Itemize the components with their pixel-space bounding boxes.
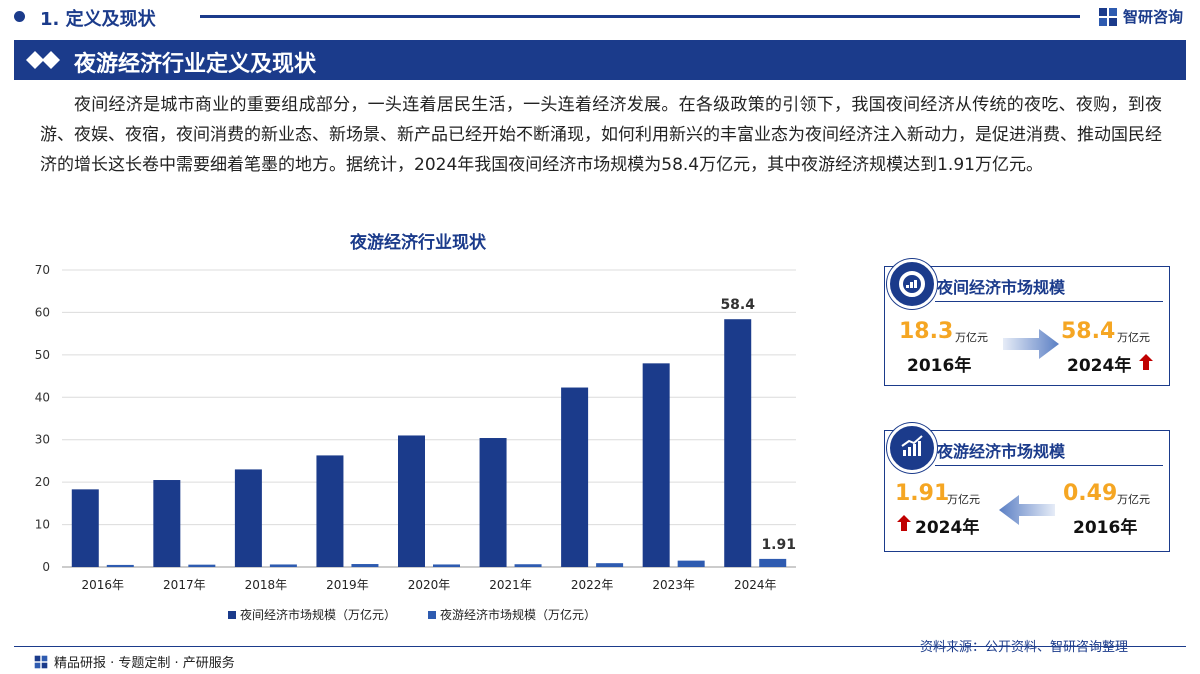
bar-night-economy	[153, 480, 181, 567]
x-tick-label: 2020年	[408, 578, 451, 592]
bar-night-economy	[642, 363, 670, 567]
end-year: 2024年	[915, 518, 980, 538]
end-unit: 万亿元	[947, 493, 980, 506]
legend-label: 夜游经济市场规模（万亿元）	[440, 607, 596, 622]
footer-divider	[14, 646, 1186, 647]
bar-night-economy	[398, 435, 425, 567]
brand: 智研咨询	[1098, 6, 1183, 27]
y-tick-label: 0	[42, 560, 50, 574]
bar-night-tour-economy	[514, 564, 542, 567]
bar-night-tour-economy	[433, 564, 460, 567]
bar-night-tour-economy	[596, 563, 624, 567]
bar-night-economy	[561, 387, 589, 567]
top-bar: 1. 定义及现状 智研咨询	[0, 0, 1200, 34]
bar-night-tour-economy	[677, 560, 705, 567]
legend-label: 夜间经济市场规模（万亿元）	[240, 607, 396, 622]
card-title: 夜间经济市场规模	[937, 278, 1066, 297]
bullet-dot	[14, 11, 25, 22]
card-header: 夜间经济市场规模	[885, 259, 1169, 309]
bar-night-economy	[71, 489, 99, 567]
bar-night-tour-economy	[106, 564, 134, 567]
section-title: 1. 定义及现状	[40, 9, 156, 30]
brand-logo-icon	[1099, 7, 1117, 26]
legend-swatch	[428, 611, 436, 619]
y-tick-label: 60	[35, 305, 50, 319]
bar-night-tour-economy	[269, 564, 297, 567]
x-tick-label: 2018年	[245, 578, 288, 592]
title-banner: 夜游经济行业定义及现状	[14, 40, 1186, 80]
bar-night-economy	[479, 438, 507, 567]
x-tick-label: 2021年	[489, 578, 532, 592]
x-tick-label: 2019年	[326, 578, 369, 592]
bar-night-tour-economy	[351, 564, 379, 567]
end-value: 1.91	[895, 481, 950, 506]
y-tick-label: 40	[35, 390, 50, 404]
y-tick-label: 50	[35, 348, 50, 362]
y-tick-label: 30	[35, 433, 50, 447]
bar-chart: 0 10 20 30 40 50 60 70 2016年 2017年 2018年 2019年 2020年…	[35, 263, 796, 622]
card-header: 夜游经济市场规模	[885, 423, 1169, 473]
start-year: 2016年	[907, 356, 972, 376]
end-unit: 万亿元	[1117, 331, 1150, 344]
legend-swatch	[228, 611, 236, 619]
data-label: 1.91	[761, 537, 796, 553]
start-value: 0.49	[1063, 481, 1118, 506]
diamond-icon	[26, 51, 60, 69]
start-unit: 万亿元	[955, 331, 988, 344]
x-tick-label: 2024年	[734, 578, 777, 592]
intro-paragraph: 夜间经济是城市商业的重要组成部分，一头连着居民生活，一头连着经济发展。在各级政策…	[40, 95, 1162, 175]
divider-line	[200, 15, 1080, 18]
up-arrow-icon	[897, 515, 911, 531]
card-title: 夜游经济市场规模	[937, 442, 1066, 461]
brand-logo-icon	[34, 655, 48, 668]
banner-title: 夜游经济行业定义及现状	[74, 52, 317, 77]
y-tick-label: 10	[35, 518, 50, 532]
x-tick-label: 2022年	[571, 578, 614, 592]
pie-chart-icon	[887, 259, 937, 309]
data-label: 58.4	[720, 297, 755, 313]
bar-night-economy	[234, 469, 262, 567]
end-value: 58.4	[1061, 319, 1116, 344]
chart-title: 夜游经济行业现状	[350, 233, 486, 253]
start-unit: 万亿元	[1117, 493, 1150, 506]
start-year: 2016年	[1073, 518, 1138, 538]
trend-chart-icon	[887, 423, 937, 473]
start-value: 18.3	[899, 319, 954, 344]
card-rule	[935, 301, 1163, 302]
footer-tagline: 精品研报 · 专题定制 · 产研服务	[34, 652, 235, 671]
bar-night-tour-economy	[188, 564, 216, 567]
bar-night-economy	[724, 319, 752, 567]
x-tick-label: 2023年	[652, 578, 695, 592]
x-tick-label: 2017年	[163, 578, 206, 592]
x-tick-label: 2016年	[82, 578, 125, 592]
card-night-tour-economy: 夜游经济市场规模 1.91 万亿元 2024年 0.49 万亿元 2016年	[884, 423, 1170, 552]
source-note: 资料来源：公开资料、智研咨询整理	[920, 640, 1129, 655]
arrow-right-icon	[1003, 329, 1059, 359]
card-rule	[935, 465, 1163, 466]
y-tick-label: 70	[35, 263, 50, 277]
bar-night-economy	[316, 455, 344, 567]
y-tick-label: 20	[35, 475, 50, 489]
end-year: 2024年	[1067, 356, 1132, 376]
brand-name: 智研咨询	[1123, 8, 1184, 26]
up-arrow-icon	[1139, 354, 1153, 370]
card-night-economy: 夜间经济市场规模 18.3 万亿元 2016年 58.4 万亿元 2024年	[884, 259, 1170, 386]
bar-night-tour-economy	[759, 558, 787, 567]
tagline-text: 精品研报 · 专题定制 · 产研服务	[54, 656, 235, 671]
arrow-left-icon	[999, 495, 1055, 525]
